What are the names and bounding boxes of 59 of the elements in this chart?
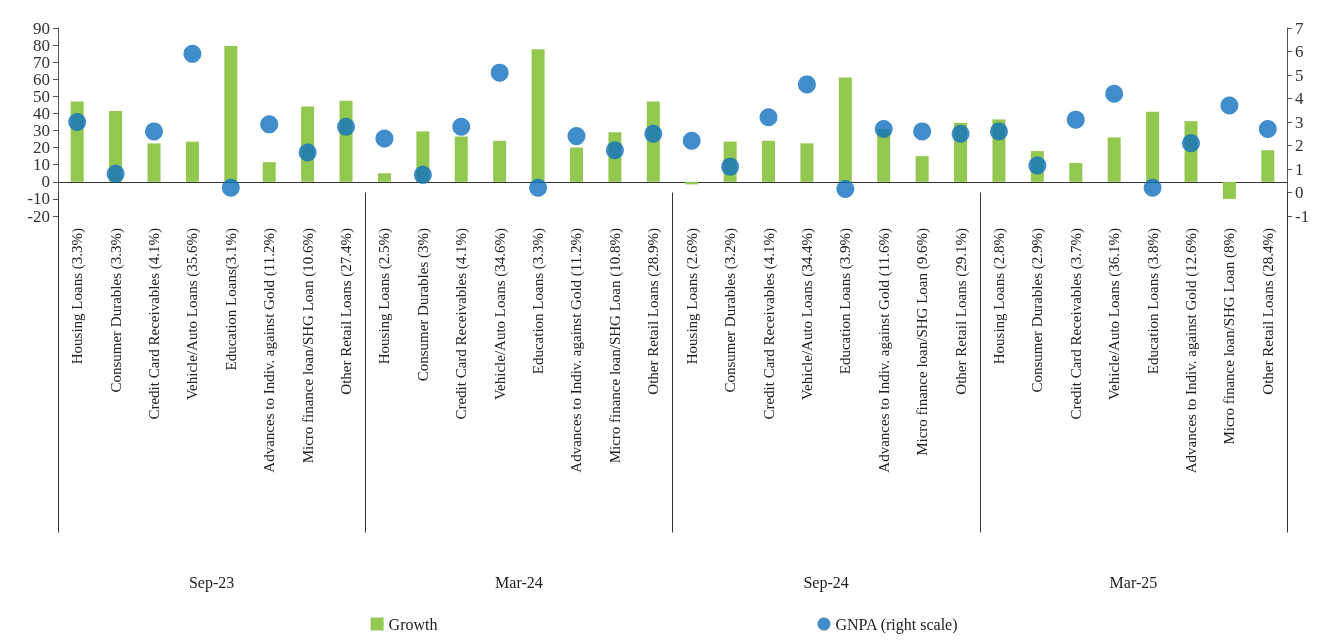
x-tick-label: Credit Card Receivables (4.1%) [146, 228, 164, 420]
legend-label: GNPA (right scale) [835, 615, 958, 634]
x-tick-label: Advances to Indiv. against Gold (11.2%) [568, 228, 586, 473]
x-tick-label: Consumer Durables (2.9%) [1029, 228, 1047, 393]
x-tick-label: Vehicle/Auto Loans (35.6%) [184, 228, 202, 401]
text: Mar-25 [1109, 573, 1158, 591]
x-tick-label: Housing Loans (2.8%) [990, 228, 1008, 365]
y-tick-label: 10 [33, 155, 50, 175]
y-tick-label: 40 [33, 103, 50, 123]
y-tick-label: 0 [41, 172, 50, 192]
x-tick-label: Housing Loans (2.5%) [376, 228, 394, 365]
x-tick-label: Vehicle/Auto Loans (34.4%) [798, 228, 816, 401]
y2-tick-label: 1 [1295, 159, 1304, 179]
y-tick-label: 70 [33, 52, 50, 72]
y2-tick-label: 3 [1295, 112, 1304, 132]
y2-tick-label: -1 [1295, 206, 1310, 226]
x-tick-label: Advances to Indiv. against Gold (11.2%) [261, 228, 279, 473]
y-tick-label: 60 [33, 69, 50, 89]
y2-tick-label: 6 [1295, 42, 1304, 61]
y2-tick-label: 7 [1295, 18, 1304, 38]
y-tick-label: -20 [27, 206, 50, 226]
x-tick-label: Education Loans(3.1%) [222, 228, 240, 371]
x-tick-label: Credit Card Receivables (4.1%) [453, 228, 471, 420]
text: Mar-24 [495, 573, 543, 591]
x-tick-label: Other Retail Loans (28.4%) [1259, 228, 1277, 395]
x-tick-label: Advances to Indiv. against Gold (12.6%) [1182, 228, 1200, 474]
x-tick-label: Credit Card Receivables (4.1%) [760, 228, 778, 420]
x-tick-label: Education Loans (3.9%) [837, 228, 855, 375]
x-tick-label: Other Retail Loans (29.1%) [952, 228, 970, 395]
x-tick-label: Other Retail Loans (28.9%) [645, 228, 663, 395]
y-tick-label: 20 [33, 138, 50, 158]
x-tick-label: Micro finance loan/SHG Loan (9.6%) [914, 228, 932, 456]
x-tick-label: Micro finance loan/SHG Loan (10.6%) [299, 228, 317, 464]
x-tick-label: Education Loans (3.3%) [530, 228, 548, 375]
y2-tick-label: 2 [1295, 136, 1304, 155]
y-tick-label: 80 [33, 35, 50, 55]
x-tick-label: Consumer Durables (3.3%) [107, 228, 125, 393]
x-tick-label: Other Retail Loans (27.4%) [338, 228, 356, 395]
y2-tick-label: 4 [1295, 89, 1304, 108]
text: Sep-24 [803, 573, 849, 592]
x-tick-label: Consumer Durables (3.2%) [722, 228, 740, 393]
x-tick-label: Vehicle/Auto Loans (34.6%) [491, 228, 509, 401]
x-tick-label: Credit Card Receivables (3.7%) [1067, 228, 1085, 420]
y-tick-label: 30 [33, 121, 50, 141]
text: Sep-23 [188, 573, 235, 592]
x-tick-label: Advances to Indiv. against Gold (11.6%) [875, 228, 893, 473]
x-tick-label: Housing Loans (2.6%) [683, 228, 701, 365]
legend-label: Growth [388, 615, 438, 633]
x-tick-label: Micro finance loan/SHG Loan (10.8%) [606, 228, 624, 464]
x-tick-label: Education Loans (3.8%) [1144, 228, 1162, 375]
y2-tick-label: 0 [1295, 183, 1304, 202]
y2-tick-label: 5 [1295, 65, 1304, 85]
y-tick-label: 90 [33, 18, 50, 38]
x-tick-label: Vehicle/Auto Loans (36.1%) [1106, 228, 1124, 401]
y-tick-label: -10 [27, 189, 50, 209]
x-tick-label: Consumer Durables (3%) [414, 228, 432, 382]
x-tick-label: Housing Loans (3.3%) [69, 228, 87, 365]
x-tick-label: Micro finance loan/SHG Loan (8%) [1221, 228, 1239, 445]
y-tick-label: 50 [33, 86, 50, 106]
